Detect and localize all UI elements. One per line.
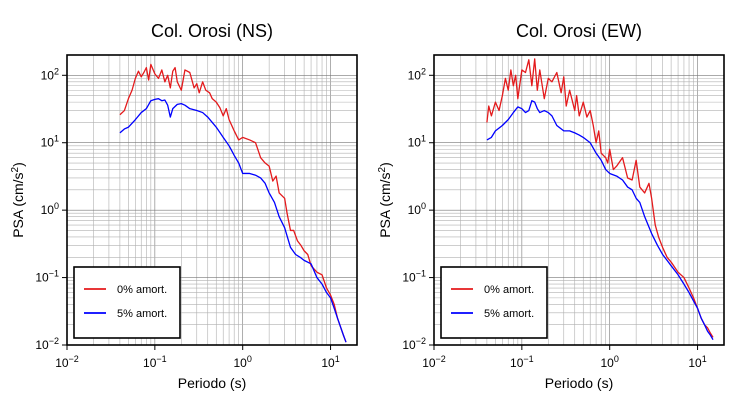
plot-frame bbox=[66, 54, 358, 346]
x-tick-label: 10−2 bbox=[422, 354, 446, 370]
x-tick-label: 10−1 bbox=[143, 354, 167, 370]
chart-panel-1: 10−2 10−1 100 101 10−2 10−1 100 101 102 Col. Oros… bbox=[10, 21, 358, 391]
y-tick-label: 101 bbox=[408, 134, 426, 150]
chart-panel-2: 10−2 10−1 100 101 10−2 10−1 100 101 102 Col. Oros… bbox=[377, 21, 725, 391]
y-tick-label: 102 bbox=[41, 66, 59, 82]
chart-title: Col. Orosi (NS) bbox=[151, 21, 273, 41]
y-tick-label: 10−2 bbox=[35, 336, 59, 352]
y-tick-label: 10−2 bbox=[402, 336, 426, 352]
y-tick-label: 102 bbox=[408, 66, 426, 82]
x-tick-label: 101 bbox=[321, 354, 339, 370]
y-tick-label: 101 bbox=[41, 134, 59, 150]
series-line-blue bbox=[119, 98, 347, 343]
x-axis-label: Periodo (s) bbox=[178, 375, 246, 391]
legend: 0% amort. 5% amort. bbox=[73, 266, 181, 339]
x-tick-label: 100 bbox=[234, 354, 252, 370]
legend-label: 5% amort. bbox=[484, 308, 534, 320]
x-tick-label: 10−2 bbox=[55, 354, 79, 370]
plot-frame bbox=[433, 54, 725, 346]
legend-box bbox=[73, 266, 181, 339]
chart-title: Col. Orosi (EW) bbox=[516, 21, 642, 41]
y-tick-label: 100 bbox=[408, 201, 426, 217]
y-tick-label: 100 bbox=[41, 201, 59, 217]
x-tick-label: 10−1 bbox=[510, 354, 534, 370]
y-axis-label: PSA (cm/s2) bbox=[377, 162, 393, 238]
series-line-red bbox=[486, 58, 714, 338]
legend-box bbox=[440, 266, 548, 339]
y-axis-label: PSA (cm/s2) bbox=[10, 162, 26, 238]
series-line-blue bbox=[486, 100, 714, 340]
legend-label: 0% amort. bbox=[117, 284, 167, 296]
y-tick-label: 10−1 bbox=[35, 269, 59, 285]
series-line-red bbox=[119, 63, 347, 343]
x-tick-label: 100 bbox=[601, 354, 619, 370]
x-tick-label: 101 bbox=[688, 354, 706, 370]
legend-label: 5% amort. bbox=[117, 308, 167, 320]
x-axis-label: Periodo (s) bbox=[545, 375, 613, 391]
legend-label: 0% amort. bbox=[484, 284, 534, 296]
y-tick-label: 10−1 bbox=[402, 269, 426, 285]
legend: 0% amort. 5% amort. bbox=[440, 266, 548, 339]
grid bbox=[66, 54, 358, 346]
